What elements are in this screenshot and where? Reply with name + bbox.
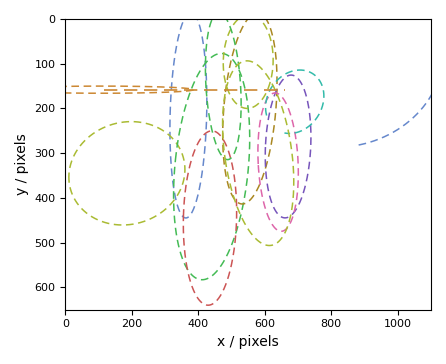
Y-axis label: y / pixels: y / pixels — [15, 134, 29, 195]
X-axis label: x / pixels: x / pixels — [217, 335, 279, 349]
